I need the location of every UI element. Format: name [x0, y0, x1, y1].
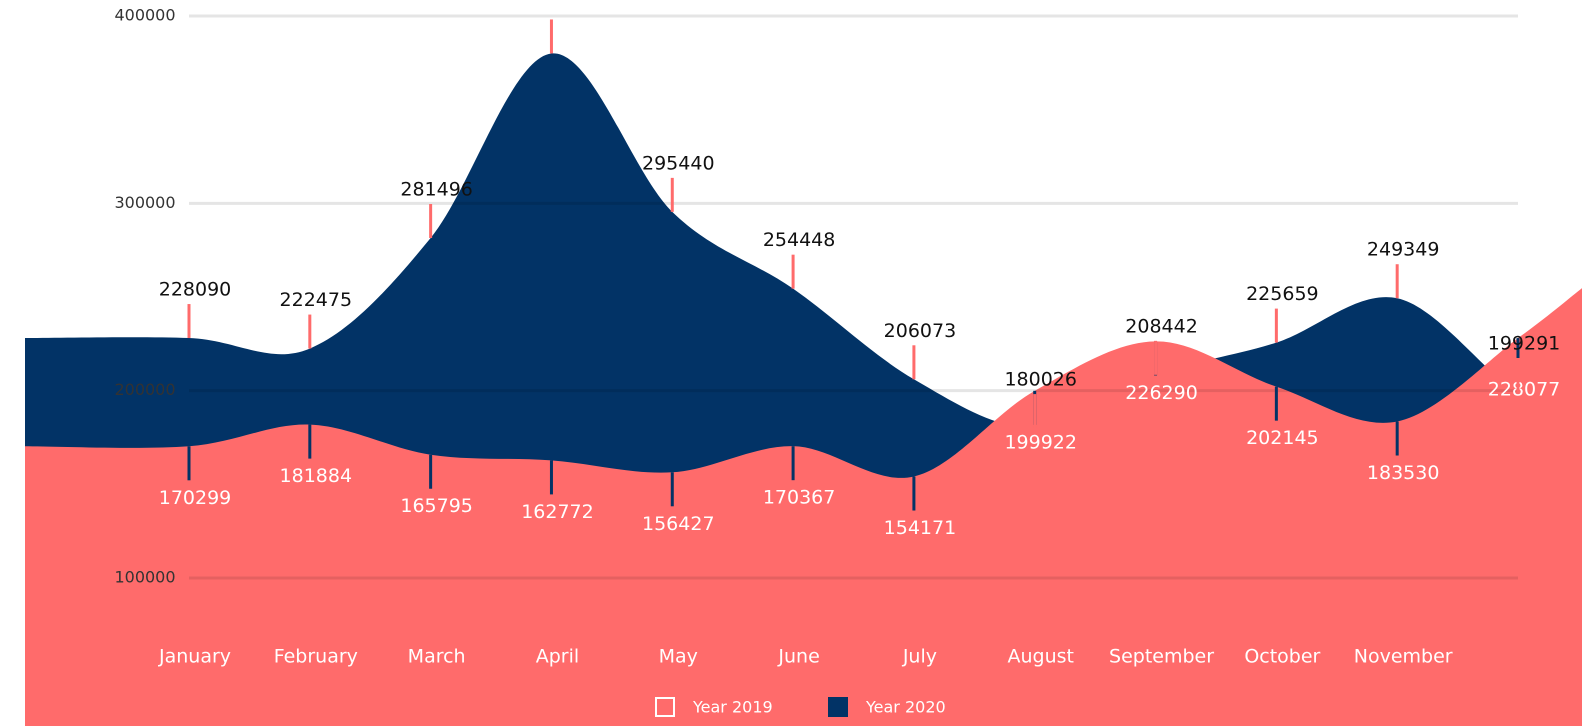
area — [25, 288, 1582, 726]
value-label: 202145 — [1246, 427, 1319, 449]
value-label: 249349 — [1367, 239, 1440, 261]
legend-swatch — [655, 697, 675, 717]
x-tick-label: March — [408, 646, 466, 668]
value-label: 180026 — [1004, 369, 1077, 391]
value-label: 225659 — [1246, 283, 1319, 305]
value-label: 228077 — [1488, 379, 1561, 401]
x-tick-label: September — [1109, 646, 1214, 668]
value-label: 199291 — [1488, 332, 1561, 354]
x-tick-label: January — [158, 646, 231, 668]
value-label: 281496 — [400, 178, 473, 200]
legend-label: Year 2020 — [865, 698, 946, 717]
x-tick-label: May — [659, 646, 698, 668]
value-label: 162772 — [521, 501, 594, 523]
x-tick-label: August — [1007, 646, 1074, 668]
x-tick-label: February — [274, 646, 358, 668]
value-label: 254448 — [763, 229, 836, 251]
value-label: 165795 — [400, 495, 473, 517]
x-tick-label: July — [902, 646, 937, 668]
value-label: 154171 — [884, 517, 957, 539]
value-label: 183530 — [1367, 462, 1440, 484]
x-tick-label: October — [1244, 646, 1320, 668]
legend-item: Year 2019 — [655, 697, 773, 717]
y-tick-label: 300000 — [114, 193, 175, 212]
legend-label: Year 2019 — [692, 698, 773, 717]
value-label: 226290 — [1125, 382, 1198, 404]
value-label: 181884 — [280, 465, 353, 487]
x-tick-label: November — [1354, 646, 1453, 668]
value-label: 228090 — [159, 279, 232, 301]
y-tick-label: 200000 — [114, 380, 175, 399]
y-tick-label: 100000 — [114, 568, 175, 587]
value-label: 206073 — [884, 320, 957, 342]
value-label: 170299 — [159, 487, 232, 509]
value-label: 222475 — [280, 289, 353, 311]
y-tick-label: 400000 — [114, 6, 175, 25]
value-label: 170367 — [763, 487, 836, 509]
value-label: 208442 — [1125, 315, 1198, 337]
legend-item: Year 2020 — [828, 697, 946, 717]
legend-swatch — [828, 697, 848, 717]
value-label: 295440 — [642, 152, 715, 174]
value-label: 156427 — [642, 513, 715, 535]
value-label: 199922 — [1004, 431, 1077, 453]
x-tick-label: April — [536, 646, 579, 668]
x-tick-label: June — [777, 646, 819, 668]
